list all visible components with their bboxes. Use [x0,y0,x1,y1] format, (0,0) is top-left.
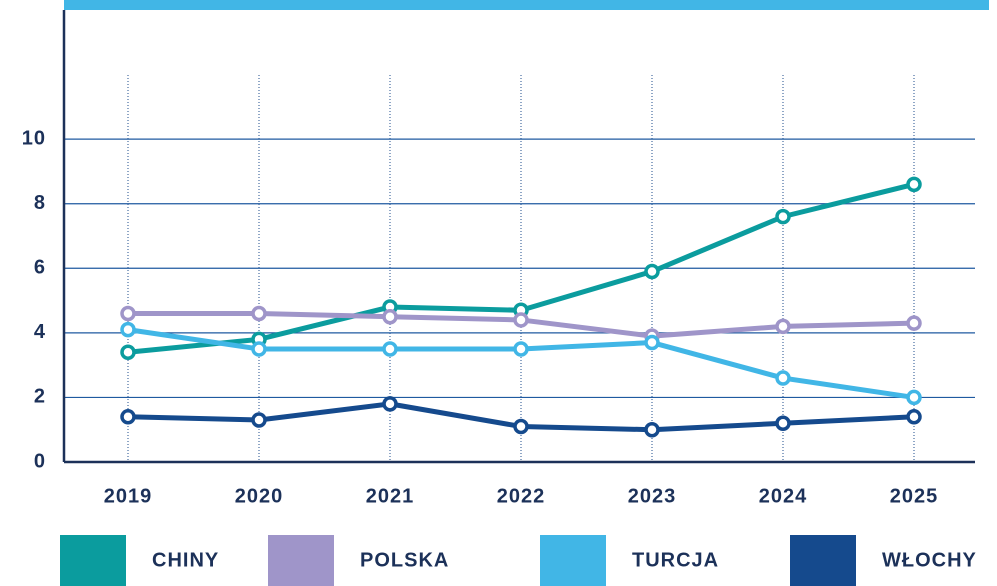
x-tick-label: 2020 [235,485,284,507]
legend-label: POLSKA [360,549,449,571]
point-marker [513,341,529,357]
point-marker [120,305,136,322]
point-marker [251,341,267,357]
legend-swatch [268,535,334,586]
point-marker [644,334,660,351]
title-banner [64,0,989,10]
point-marker [906,409,922,425]
point-marker [775,208,791,225]
legend-label: WŁOCHY [882,549,977,571]
point-marker [120,409,136,425]
x-tick-label: 2019 [104,485,153,507]
y-tick-label: 10 [22,127,46,149]
point-marker [644,263,660,280]
y-tick-label: 4 [34,321,46,343]
legend-swatch [540,535,606,586]
point-marker [382,396,398,412]
point-marker [775,370,791,386]
point-marker [513,312,529,328]
x-tick-label: 2025 [890,485,939,507]
point-marker [120,344,136,360]
point-marker [775,318,791,335]
y-tick-label: 0 [34,450,46,472]
x-tick-label: 2024 [759,485,808,507]
point-marker [906,389,922,406]
point-marker [251,412,267,428]
point-marker [382,308,398,325]
x-tick-label: 2023 [628,485,677,507]
point-marker [251,305,267,322]
point-marker [906,315,922,331]
y-tick-label: 6 [34,257,46,279]
point-marker [513,418,529,435]
point-marker [382,341,398,357]
point-marker [644,421,660,438]
legend-swatch [790,535,856,586]
y-tick-label: 2 [34,386,46,408]
legend-label: TURCJA [632,549,719,571]
point-marker [906,176,922,193]
point-marker [120,321,136,338]
x-tick-label: 2022 [497,485,546,507]
x-tick-label: 2021 [366,485,415,507]
legend-label: CHINY [152,549,219,571]
legend-swatch [60,535,126,586]
y-tick-label: 8 [34,192,46,214]
point-marker [775,415,791,432]
